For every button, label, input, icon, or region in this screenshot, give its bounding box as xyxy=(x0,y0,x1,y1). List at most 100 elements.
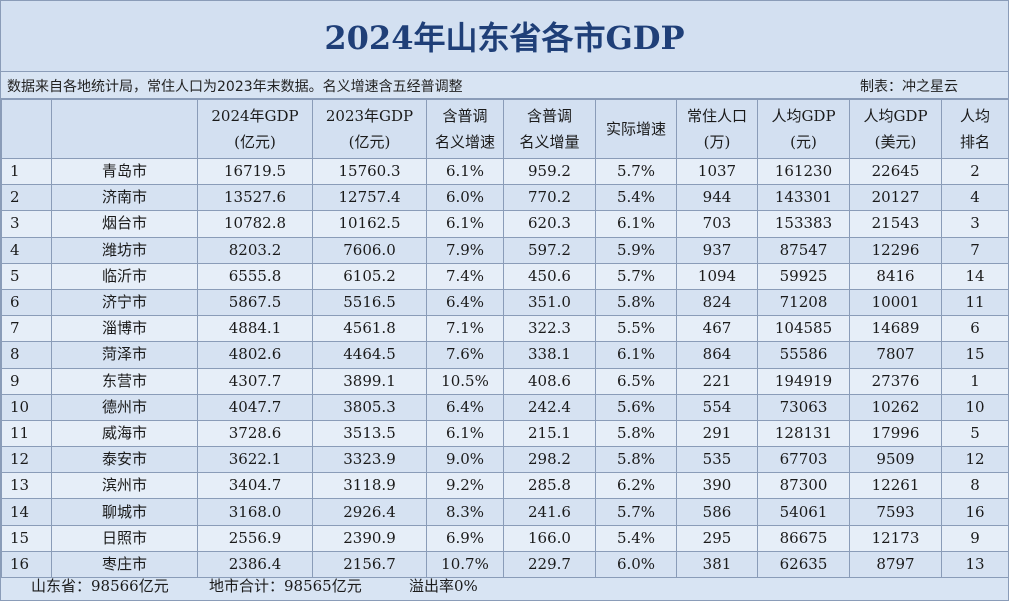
city-cell: 潍坊市 xyxy=(51,236,198,264)
table-cell: 2390.9 xyxy=(312,524,427,552)
city-cell: 济南市 xyxy=(51,184,198,212)
table-cell: 3 xyxy=(941,210,1009,238)
city-cell: 滨州市 xyxy=(51,472,198,500)
table-cell: 10 xyxy=(941,393,1009,421)
table-cell: 6105.2 xyxy=(312,262,427,290)
table-cell: 6.1% xyxy=(595,341,677,369)
table-cell: 864 xyxy=(676,341,758,369)
table-cell: 16 xyxy=(1,550,52,579)
table-cell: 10262 xyxy=(849,393,942,421)
table-cell: 4 xyxy=(941,184,1009,212)
column-header: 含普调 名义增量 xyxy=(503,99,596,159)
city-sum: 地市合计：98565亿元 xyxy=(209,577,362,595)
table-row: 6 济宁市 5867.5 5516.5 6.4% 351.0 5.8% 824 71208 100… xyxy=(1,288,1009,317)
table-cell: 6.1% xyxy=(426,419,504,448)
table-cell: 229.7 xyxy=(503,550,596,579)
table-cell: 3728.6 xyxy=(197,419,313,448)
table-cell: 67703 xyxy=(757,446,850,474)
table-row: 1 青岛市 16719.5 15760.3 6.1% 959.2 5.7% 1037 16123… xyxy=(1,157,1009,186)
table-cell: 9 xyxy=(1,367,52,395)
table-cell: 3118.9 xyxy=(312,472,427,500)
table-cell: 6.1% xyxy=(426,210,504,238)
table-cell: 1 xyxy=(1,157,52,186)
table-cell: 1037 xyxy=(676,157,758,186)
table-cell: 4047.7 xyxy=(197,393,313,421)
column-header: 2024年GDP (亿元) xyxy=(197,99,313,159)
table-cell: 770.2 xyxy=(503,184,596,212)
table-cell: 6.4% xyxy=(426,393,504,421)
table-cell: 291 xyxy=(676,419,758,448)
column-header: 人均 排名 xyxy=(941,99,1009,159)
table-cell: 338.1 xyxy=(503,341,596,369)
table-cell: 5 xyxy=(941,419,1009,448)
table-cell: 4802.6 xyxy=(197,341,313,369)
city-cell: 泰安市 xyxy=(51,446,198,474)
table-cell: 8 xyxy=(941,472,1009,500)
table-row: 2 济南市 13527.6 12757.4 6.0% 770.2 5.4% 944 143301… xyxy=(1,184,1009,212)
maker-credit: 制表：冲之星云 xyxy=(860,79,958,95)
table-cell: 7807 xyxy=(849,341,942,369)
table-cell: 12 xyxy=(1,446,52,474)
column-header-line: 人均GDP xyxy=(863,107,928,125)
table-cell: 620.3 xyxy=(503,210,596,238)
column-header-line: 2023年GDP xyxy=(325,107,414,125)
table-cell: 467 xyxy=(676,315,758,343)
table-cell: 62635 xyxy=(757,550,850,579)
table-cell: 5.9% xyxy=(595,236,677,264)
table-cell: 7.1% xyxy=(426,315,504,343)
column-header-line: 2024年GDP xyxy=(211,107,299,125)
city-cell: 临沂市 xyxy=(51,262,198,290)
column-header-line: (亿元) xyxy=(348,133,391,151)
table-cell: 298.2 xyxy=(503,446,596,474)
overflow-rate: 溢出率0% xyxy=(409,577,478,595)
city-cell: 德州市 xyxy=(51,393,198,421)
column-header-line: 实际增速 xyxy=(605,120,666,138)
table-cell: 8 xyxy=(1,341,52,369)
table-cell: 937 xyxy=(676,236,758,264)
table-cell: 13 xyxy=(1,472,52,500)
table-cell: 194919 xyxy=(757,367,850,395)
table-cell: 2 xyxy=(941,157,1009,186)
table-cell: 11 xyxy=(941,288,1009,317)
table-cell: 12296 xyxy=(849,236,942,264)
table-cell: 14 xyxy=(1,498,52,526)
table-cell: 3513.5 xyxy=(312,419,427,448)
table-cell: 9.2% xyxy=(426,472,504,500)
table-cell: 5.5% xyxy=(595,315,677,343)
column-header-line: 常住人口 xyxy=(686,107,747,125)
column-header-line: 名义增速 xyxy=(434,133,495,151)
table-cell: 824 xyxy=(676,288,758,317)
column-header-line: (美元) xyxy=(874,133,917,151)
table-cell: 13527.6 xyxy=(197,184,313,212)
table-cell: 3168.0 xyxy=(197,498,313,526)
table-cell: 959.2 xyxy=(503,157,596,186)
table-cell: 11 xyxy=(1,419,52,448)
table-cell: 554 xyxy=(676,393,758,421)
table-cell: 128131 xyxy=(757,419,850,448)
table-cell: 3 xyxy=(1,210,52,238)
table-cell: 6555.8 xyxy=(197,262,313,290)
table-row: 8 菏泽市 4802.6 4464.5 7.6% 338.1 6.1% 864 55586 780… xyxy=(1,341,1009,369)
table-cell: 10.5% xyxy=(426,367,504,395)
table-cell: 166.0 xyxy=(503,524,596,552)
table-cell: 5.4% xyxy=(595,524,677,552)
column-header: 常住人口 (万) xyxy=(676,99,758,159)
table-cell: 3323.9 xyxy=(312,446,427,474)
table-cell: 59925 xyxy=(757,262,850,290)
table-cell: 6.9% xyxy=(426,524,504,552)
table-cell: 21543 xyxy=(849,210,942,238)
column-header: 人均GDP (美元) xyxy=(849,99,942,159)
header-row: 2024年GDP (亿元) 2023年GDP (亿元) 含普调名义增速 含普调 名义增量 实际… xyxy=(1,99,1009,159)
table-cell: 87300 xyxy=(757,472,850,500)
table-cell: 5.8% xyxy=(595,446,677,474)
table-cell: 54061 xyxy=(757,498,850,526)
column-header-line: 含普调 xyxy=(442,107,488,125)
column-header-line: 人均 xyxy=(959,107,990,125)
table-cell: 10162.5 xyxy=(312,210,427,238)
column-header-line: 名义增量 xyxy=(519,133,580,151)
table-cell: 4884.1 xyxy=(197,315,313,343)
table-row: 14 聊城市 3168.0 2926.4 8.3% 241.6 5.7% 586 54061 75… xyxy=(1,498,1009,526)
table-cell: 16719.5 xyxy=(197,157,313,186)
table-cell: 322.3 xyxy=(503,315,596,343)
table-cell: 8797 xyxy=(849,550,942,579)
